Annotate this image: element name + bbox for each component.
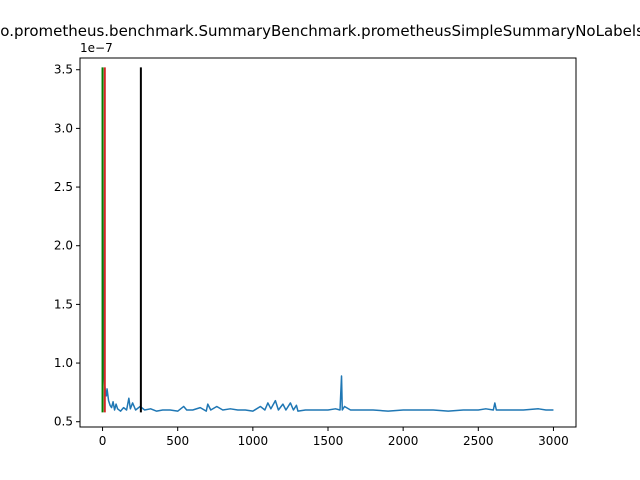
series-line-0: [101, 69, 554, 412]
x-tick-label: 3000: [538, 434, 569, 448]
y-tick-label: 3.5: [54, 63, 73, 77]
plot-frame: [79, 57, 577, 428]
y-tick-label: 1.0: [54, 356, 73, 370]
chart-title: io.prometheus.benchmark.SummaryBenchmark…: [0, 22, 640, 40]
y-axis: 0.5 1.0 1.5 2.0 2.5 3.0 3.5: [54, 63, 80, 429]
x-axis: 0 500 1000 1500 2000 2500 3000: [99, 427, 569, 448]
x-tick-label: 1000: [238, 434, 269, 448]
x-tick-label: 1500: [313, 434, 344, 448]
x-tick-label: 2500: [463, 434, 494, 448]
y-offset-label: 1e−7: [80, 41, 113, 55]
y-tick-label: 2.0: [54, 239, 73, 253]
x-tick-label: 500: [166, 434, 189, 448]
x-tick-label: 2000: [388, 434, 419, 448]
x-tick-label: 0: [99, 434, 107, 448]
y-tick-label: 3.0: [54, 121, 73, 135]
plot-area: [101, 67, 554, 413]
y-tick-label: 0.5: [54, 415, 73, 429]
y-tick-label: 2.5: [54, 180, 73, 194]
y-tick-label: 1.5: [54, 297, 73, 311]
